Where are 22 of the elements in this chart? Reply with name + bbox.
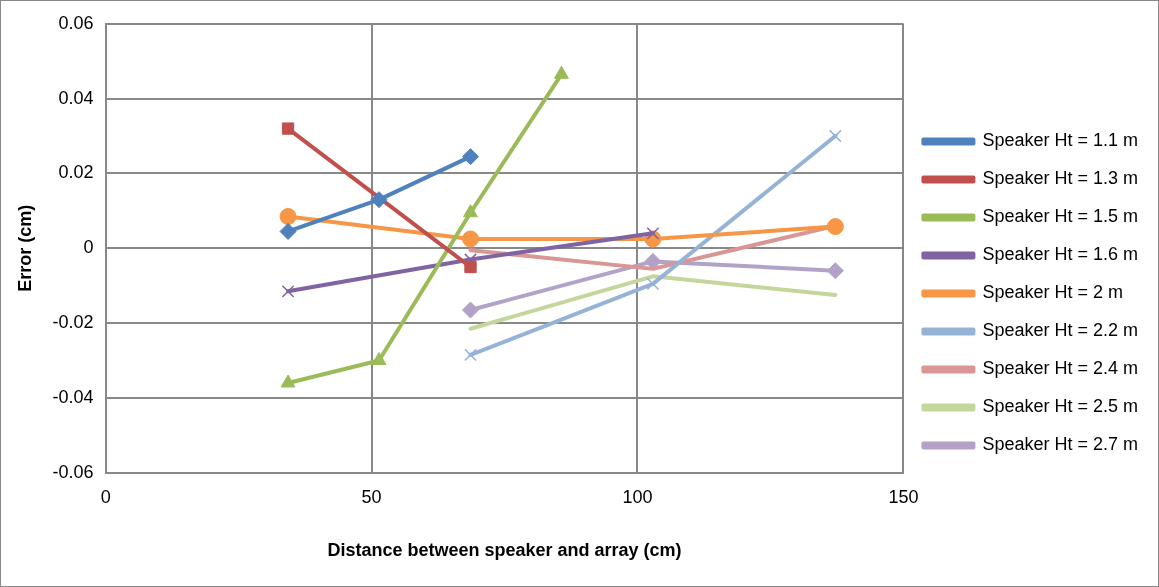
x-tick-label: 100 [622,486,653,507]
legend-label: Speaker Ht = 2.7 m [982,434,1138,455]
y-tick-label: 0.02 [58,162,94,183]
y-tick-label: 0 [83,237,94,258]
legend-label: Speaker Ht = 1.6 m [982,244,1138,265]
y-tick-label: -0.02 [52,312,94,333]
legend-label: Speaker Ht = 2.5 m [982,396,1138,417]
legend-label: Speaker Ht = 2.4 m [982,358,1138,379]
x-axis-title: Distance between speaker and array (cm) [327,540,682,561]
y-tick-label: 0.04 [58,87,94,108]
x-tick-label: 0 [100,486,111,507]
legend-label: Speaker Ht = 1.1 m [982,130,1138,151]
y-tick-label: 0.06 [58,12,94,33]
x-tick-label: 50 [361,486,382,507]
y-tick-label: -0.06 [52,461,94,482]
legend-label: Speaker Ht = 1.3 m [982,168,1138,189]
legend-label: Speaker Ht = 1.5 m [982,206,1138,227]
y-tick-label: -0.04 [52,386,94,407]
legend-label: Speaker Ht = 2.2 m [982,320,1138,341]
legend-label: Speaker Ht = 2 m [982,282,1123,303]
y-axis-title: Error (cm) [14,204,35,292]
x-tick-label: 150 [888,486,919,507]
